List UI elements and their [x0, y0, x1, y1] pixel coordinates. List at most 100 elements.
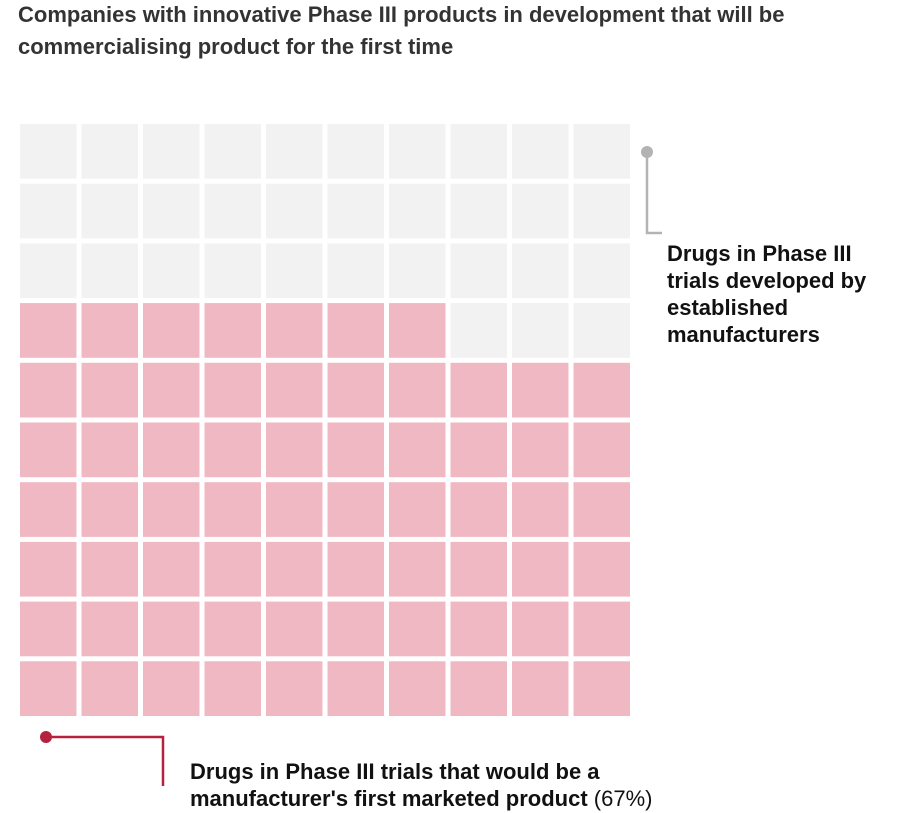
waffle-cell: [266, 183, 323, 239]
waffle-cell: [81, 124, 138, 179]
waffle-cell: [266, 362, 323, 418]
waffle-cell: [20, 422, 77, 478]
connector-dot: [40, 731, 52, 743]
waffle-cell: [20, 243, 77, 299]
waffle-cell: [450, 183, 507, 239]
waffle-cell: [512, 422, 569, 478]
waffle-cell: [327, 422, 384, 478]
waffle-cell: [81, 482, 138, 537]
waffle-cell: [450, 124, 507, 179]
legend-label: Drugs in Phase III trials that would be …: [190, 758, 750, 812]
waffle-cell: [389, 541, 446, 597]
waffle-cell: [81, 243, 138, 299]
waffle-cell: [573, 183, 630, 239]
waffle-cell: [20, 183, 77, 239]
waffle-cell: [20, 661, 77, 716]
waffle-cell: [389, 303, 446, 358]
waffle-cell: [327, 661, 384, 716]
waffle-cell: [143, 303, 200, 358]
waffle-cell: [204, 422, 261, 478]
waffle-cell: [512, 183, 569, 239]
connector-dot: [641, 146, 653, 158]
chart-title: Companies with innovative Phase III prod…: [18, 2, 785, 59]
legend-label: Drugs in Phase III trials developed by e…: [667, 241, 867, 347]
waffle-cell: [143, 601, 200, 657]
waffle-cell: [143, 541, 200, 597]
waffle-cell: [573, 601, 630, 657]
waffle-cell: [81, 541, 138, 597]
waffle-cell: [512, 303, 569, 358]
waffle-cell: [204, 303, 261, 358]
waffle-cell: [450, 482, 507, 537]
waffle-cell: [573, 362, 630, 418]
waffle-cell: [389, 661, 446, 716]
waffle-cell: [81, 303, 138, 358]
waffle-cell: [204, 124, 261, 179]
waffle-cell: [20, 124, 77, 179]
waffle-cell: [204, 183, 261, 239]
waffle-cell: [266, 303, 323, 358]
waffle-cell: [81, 661, 138, 716]
waffle-cell: [573, 124, 630, 179]
waffle-cell: [143, 422, 200, 478]
waffle-cell: [20, 541, 77, 597]
waffle-cell: [327, 482, 384, 537]
waffle-cell: [81, 183, 138, 239]
waffle-cell: [20, 601, 77, 657]
waffle-cell: [327, 303, 384, 358]
waffle-cell: [266, 661, 323, 716]
waffle-cell: [143, 243, 200, 299]
waffle-cell: [20, 482, 77, 537]
waffle-cell: [389, 124, 446, 179]
waffle-cell: [450, 422, 507, 478]
value-label: (67%): [593, 786, 653, 811]
waffle-cell: [450, 601, 507, 657]
waffle-cell: [204, 601, 261, 657]
waffle-cell: [512, 362, 569, 418]
waffle-cell: [573, 422, 630, 478]
connector: [46, 735, 165, 786]
waffle-cell: [204, 541, 261, 597]
waffle-cell: [573, 303, 630, 358]
waffle-cell: [327, 124, 384, 179]
waffle-cell: [327, 183, 384, 239]
waffle-cell: [266, 422, 323, 478]
waffle-cell: [389, 422, 446, 478]
waffle-cell: [573, 661, 630, 716]
waffle-cell: [512, 601, 569, 657]
waffle-cell: [512, 124, 569, 179]
waffle-cell: [573, 243, 630, 299]
waffle-cell: [143, 183, 200, 239]
waffle-cell: [81, 601, 138, 657]
waffle-cell: [512, 243, 569, 299]
waffle-cell: [450, 303, 507, 358]
waffle-cell: [204, 482, 261, 537]
waffle-cell: [450, 541, 507, 597]
waffle-cell: [389, 243, 446, 299]
waffle-cell: [512, 661, 569, 716]
waffle-cell: [327, 601, 384, 657]
waffle-cell: [143, 124, 200, 179]
waffle-cell: [450, 362, 507, 418]
waffle-cell: [327, 541, 384, 597]
waffle-cell: [20, 362, 77, 418]
waffle-cell: [573, 541, 630, 597]
waffle-cell: [266, 482, 323, 537]
waffle-cell: [143, 482, 200, 537]
waffle-cell: [327, 243, 384, 299]
waffle-cell: [389, 482, 446, 537]
waffle-cell: [573, 482, 630, 537]
waffle-cell: [327, 362, 384, 418]
waffle-cell: [81, 422, 138, 478]
waffle-cell: [450, 243, 507, 299]
waffle-cell: [389, 362, 446, 418]
waffle-cell: [81, 362, 138, 418]
waffle-cell: [512, 482, 569, 537]
connector: [645, 152, 662, 235]
waffle-cell: [266, 243, 323, 299]
waffle-cell: [204, 362, 261, 418]
waffle-cell: [204, 243, 261, 299]
waffle-cell: [450, 661, 507, 716]
waffle-cell: [20, 303, 77, 358]
